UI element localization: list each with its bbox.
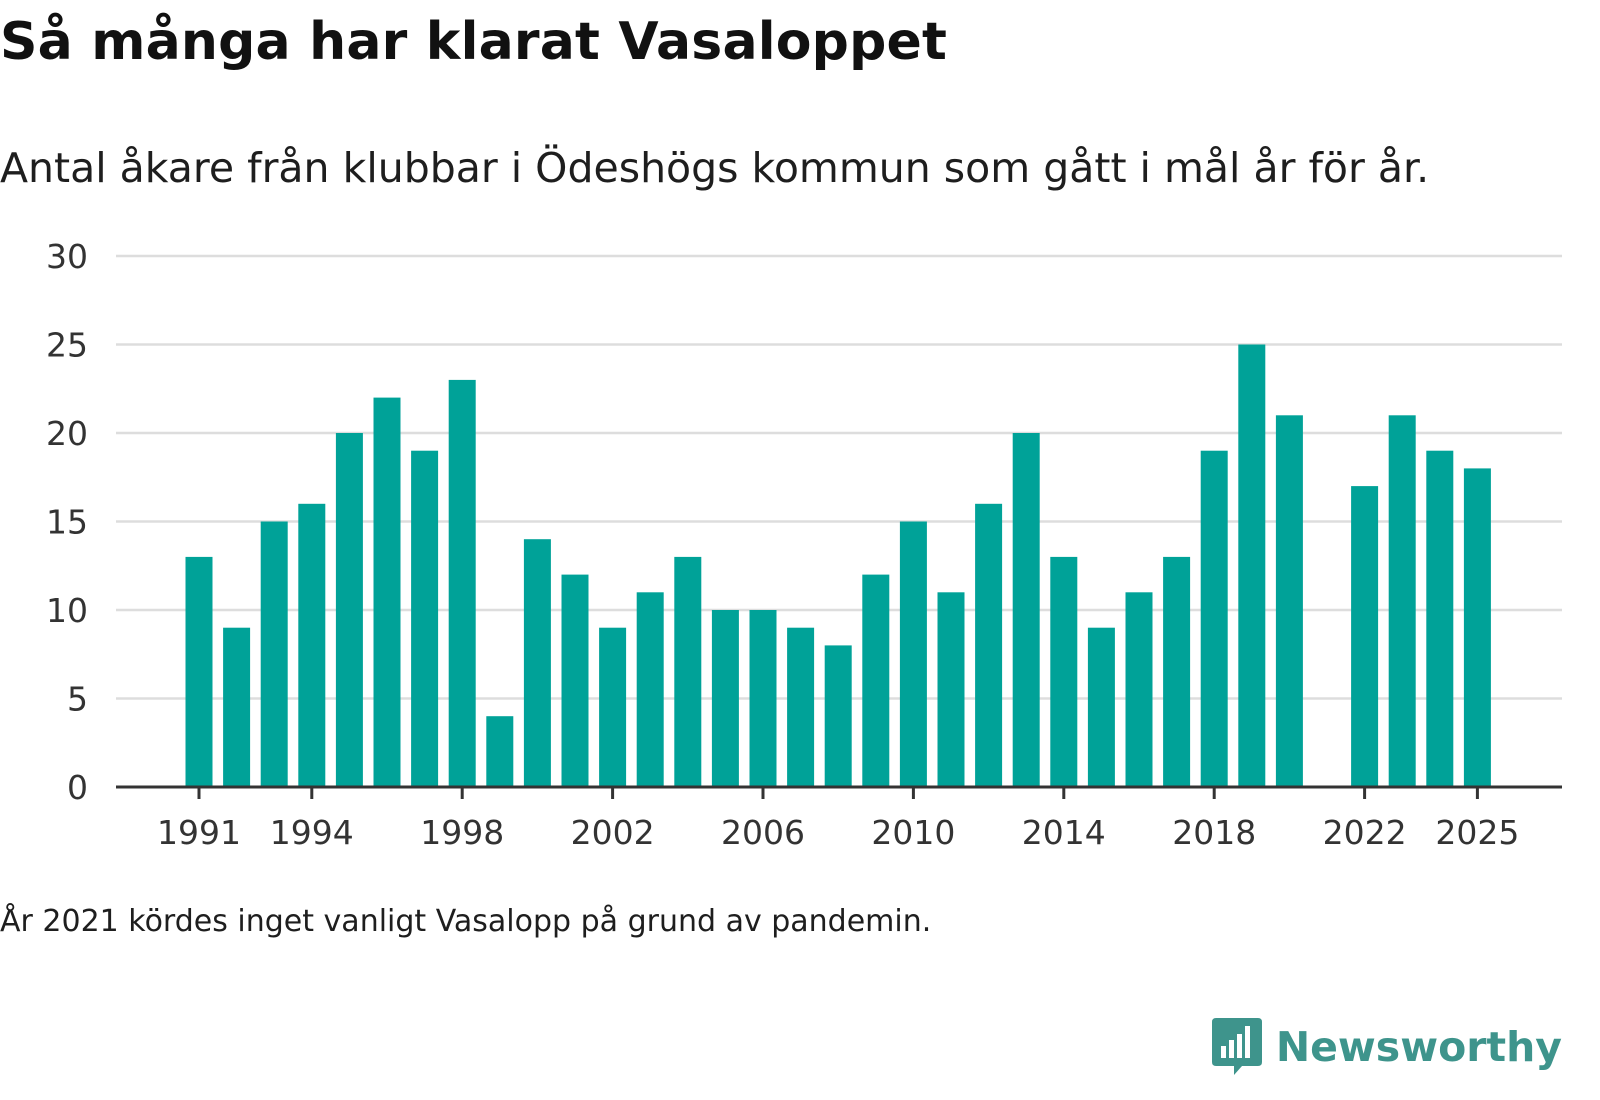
x-tick-label: 2018 [1172, 813, 1256, 852]
x-tick-label: 2006 [721, 813, 805, 852]
bar [1163, 556, 1191, 787]
bar [335, 433, 363, 787]
bar [1012, 433, 1040, 787]
bar [599, 627, 627, 787]
x-tick-label: 1998 [420, 813, 504, 852]
brand-logo: Newsworthy [1211, 1018, 1562, 1076]
bar [975, 503, 1003, 787]
bar [749, 610, 777, 787]
x-tick-label: 2002 [571, 813, 655, 852]
bar [636, 592, 664, 787]
brand-name: Newsworthy [1275, 1023, 1562, 1071]
bar [260, 521, 288, 787]
bar [787, 627, 815, 787]
y-tick-label: 0 [67, 768, 88, 807]
y-tick-label: 25 [46, 326, 88, 365]
bar [298, 503, 326, 787]
bar [373, 397, 401, 787]
bar [561, 574, 589, 787]
y-tick-label: 15 [46, 503, 88, 542]
bar [1275, 415, 1303, 787]
bar [523, 539, 551, 787]
bar [1050, 556, 1078, 787]
bar [411, 450, 439, 787]
chart-subtitle: Antal åkare från klubbar i Ödeshögs komm… [0, 144, 1430, 192]
bar [1087, 627, 1115, 787]
x-tick-label: 1994 [270, 813, 354, 852]
x-tick-label: 2014 [1022, 813, 1106, 852]
bar [486, 716, 514, 787]
bar [711, 610, 739, 787]
newsworthy-logo-icon [1211, 1018, 1262, 1075]
bar [1351, 486, 1379, 787]
bar [1463, 468, 1491, 787]
bar [937, 592, 965, 787]
bar [1238, 344, 1266, 787]
bar [1200, 450, 1228, 787]
x-tick-label: 1991 [157, 813, 241, 852]
bar [674, 556, 702, 787]
y-tick-label: 20 [46, 414, 88, 453]
footnote: År 2021 kördes inget vanligt Vasalopp på… [0, 904, 932, 939]
y-tick-label: 5 [67, 680, 88, 719]
bar [824, 645, 852, 787]
x-tick-label: 2022 [1323, 813, 1407, 852]
bar [1125, 592, 1153, 787]
bar [448, 379, 476, 787]
x-tick-label: 2025 [1435, 813, 1519, 852]
y-tick-label: 30 [46, 237, 88, 276]
bar [1426, 450, 1454, 787]
x-tick-label: 2010 [871, 813, 955, 852]
bar [862, 574, 890, 787]
bar [899, 521, 927, 787]
bar [1388, 415, 1416, 787]
bar [185, 556, 213, 787]
bar [223, 627, 251, 787]
chart-title: Så många har klarat Vasaloppet [0, 12, 948, 72]
y-tick-label: 10 [46, 591, 88, 630]
